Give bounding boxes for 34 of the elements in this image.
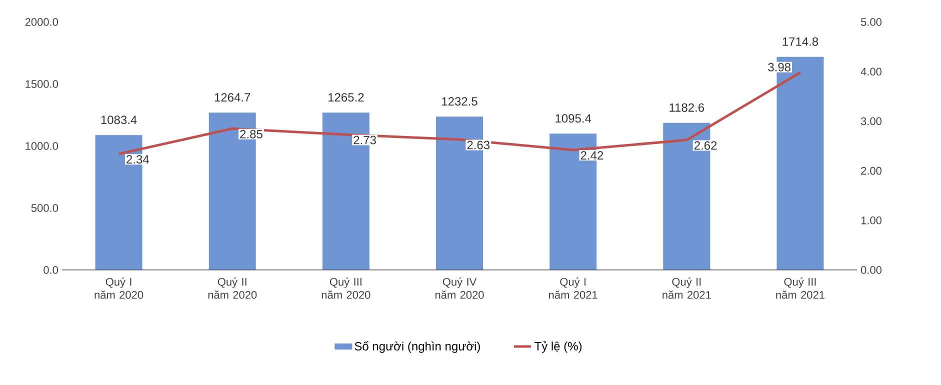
x-tick-label: Quý I năm 2021	[549, 278, 598, 299]
y-tick-label: 0.0	[44, 266, 58, 274]
data-label: 1083.4	[101, 116, 137, 124]
data-label: 1714.8	[782, 37, 818, 46]
x-tick-label: Quý II năm 2021	[662, 278, 711, 299]
data-label: 1182.6	[670, 103, 704, 112]
data-label: 1095.4	[556, 114, 592, 123]
y2-tick-label: 0.00	[860, 266, 882, 274]
data-label: 2.62	[694, 141, 717, 150]
data-label: 1264.7	[214, 93, 250, 102]
y-tick-label: 2000.0	[25, 18, 58, 26]
data-label: 2.34	[126, 155, 149, 164]
data-label: 2.85	[240, 130, 262, 138]
x-tick-label: Quý III năm 2021	[776, 278, 824, 299]
y2-tick-label: 2.00	[861, 166, 882, 175]
legend-label: Tỷ lệ (%)	[534, 341, 582, 353]
y-tick-label: 1500.0	[26, 80, 58, 88]
x-tick-label: Quý IV năm 2020	[435, 278, 484, 299]
data-label: 1265.2	[328, 93, 364, 102]
y-tick-label: 1000.0	[26, 142, 58, 150]
legend-label: Số người (nghìn người)	[354, 341, 480, 353]
y2-tick-label: 3.00	[860, 117, 882, 126]
data-label: 2.63	[467, 140, 490, 150]
data-label: 2.73	[354, 136, 376, 144]
x-tick-label: Quý II năm 2020	[208, 278, 257, 299]
x-tick-label: Quý I năm 2020	[94, 278, 144, 299]
data-label: 3.98	[768, 62, 790, 72]
y2-tick-label: 5.00	[860, 18, 882, 26]
y-tick-label: 500.0	[31, 204, 58, 212]
data-label: 2.42	[580, 151, 604, 160]
y2-tick-label: 4.00	[860, 68, 882, 76]
data-label: 1232.5	[442, 97, 478, 106]
y2-tick-label: 1.00	[861, 216, 882, 224]
x-tick-label: Quý III năm 2020	[322, 278, 370, 299]
